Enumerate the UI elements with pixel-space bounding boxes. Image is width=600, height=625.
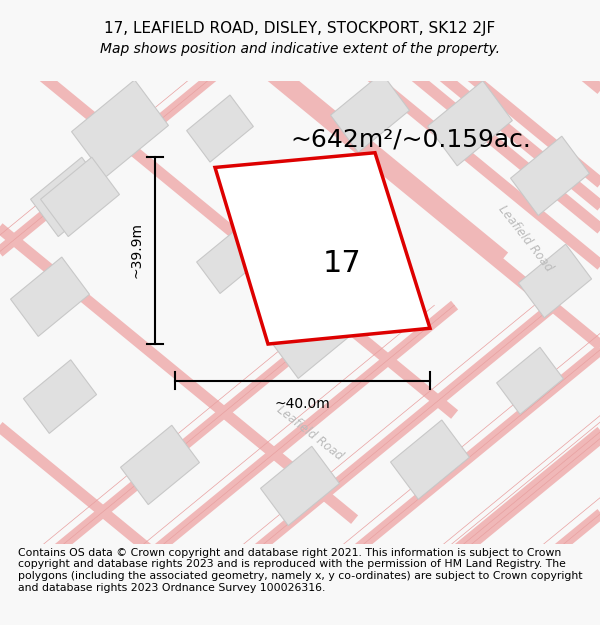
Polygon shape [497,348,563,414]
Polygon shape [260,446,340,526]
Text: 17, LEAFIELD ROAD, DISLEY, STOCKPORT, SK12 2JF: 17, LEAFIELD ROAD, DISLEY, STOCKPORT, SK… [104,21,496,36]
Text: ~642m²/~0.159ac.: ~642m²/~0.159ac. [290,127,531,151]
Polygon shape [11,257,89,336]
Text: ~40.0m: ~40.0m [275,397,331,411]
Polygon shape [305,189,395,279]
Polygon shape [121,425,199,504]
Polygon shape [197,226,263,294]
Polygon shape [518,244,592,318]
Text: Leafield Road: Leafield Road [495,203,555,274]
Text: Contains OS data © Crown copyright and database right 2021. This information is : Contains OS data © Crown copyright and d… [18,548,583,592]
Text: Map shows position and indicative extent of the property.: Map shows position and indicative extent… [100,42,500,56]
Text: 17: 17 [323,249,361,278]
Polygon shape [71,80,169,178]
Text: Leafield Road: Leafield Road [274,404,346,463]
Polygon shape [23,360,97,433]
Polygon shape [271,299,349,379]
Polygon shape [331,73,409,152]
Polygon shape [215,152,430,344]
Polygon shape [391,420,469,499]
Polygon shape [187,95,253,162]
Polygon shape [31,158,109,236]
Polygon shape [41,158,119,236]
Polygon shape [511,136,589,216]
Polygon shape [428,81,512,166]
Text: ~39.9m: ~39.9m [130,222,144,279]
